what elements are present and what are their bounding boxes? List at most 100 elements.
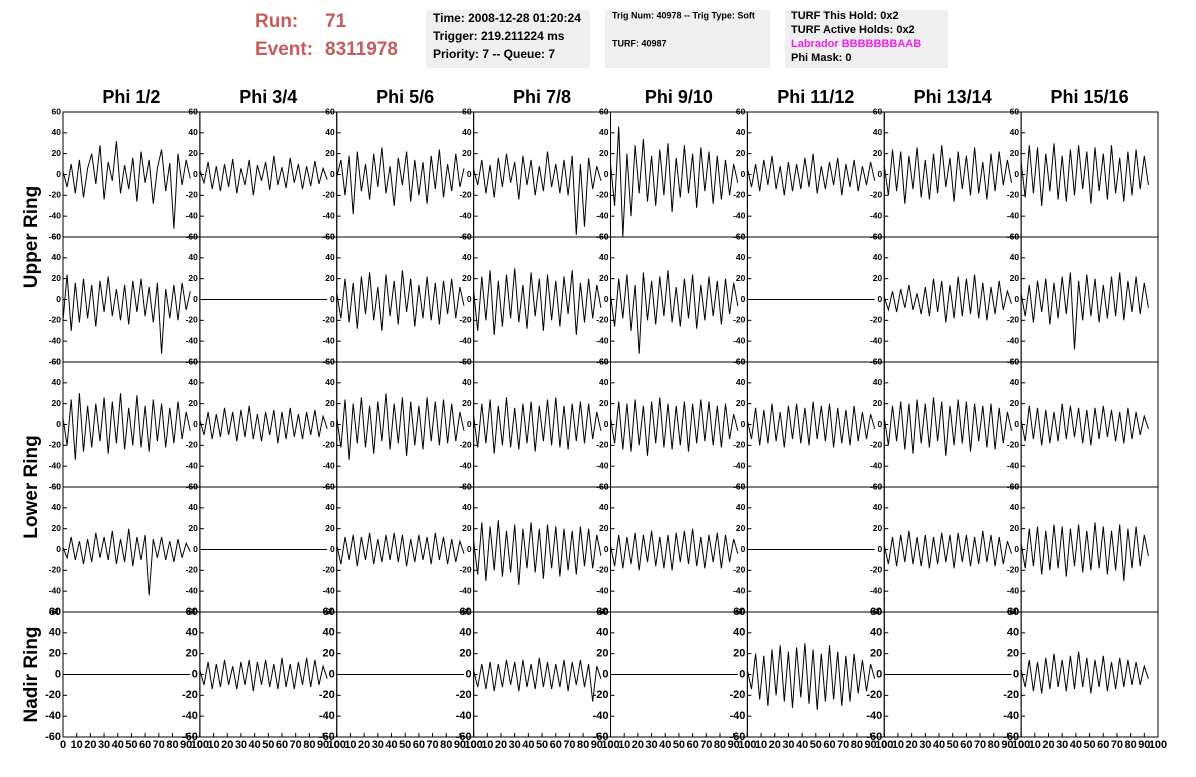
y-tick-label: 60 (599, 356, 609, 366)
y-tick-label: 40 (462, 502, 472, 512)
trig-num: Trig Num: 40978 -- Trig Type: Soft (612, 10, 755, 20)
y-tick-label: 20 (736, 148, 746, 158)
y-tick-label: -60 (596, 481, 609, 491)
waveform (610, 270, 739, 354)
y-tick-label: 20 (873, 398, 883, 408)
x-tick-label: 70 (426, 739, 438, 751)
y-tick-label: -20 (186, 315, 199, 325)
waveform (336, 393, 465, 460)
y-tick-label: 60 (462, 481, 472, 491)
trig-box (605, 10, 770, 68)
column-title: Phi 1/2 (102, 87, 160, 107)
y-tick-label: -40 (596, 585, 609, 595)
waveform (1021, 522, 1149, 581)
x-tick-label: 90 (864, 739, 876, 751)
y-tick-label: 40 (52, 502, 62, 512)
y-tick-label: 40 (873, 252, 883, 262)
y-tick-label: -60 (186, 481, 199, 491)
y-tick-label: -20 (182, 689, 198, 701)
y-tick-label: -40 (596, 210, 609, 220)
y-tick-label: 60 (736, 356, 746, 366)
waveform (747, 401, 876, 448)
y-tick-label: 0 (467, 544, 472, 554)
y-tick-label: -60 (322, 231, 335, 241)
x-tick-label: 100 (738, 739, 756, 751)
y-tick-label: 60 (188, 106, 198, 116)
y-tick-label: -40 (322, 335, 335, 345)
y-tick-label: 60 (52, 481, 62, 491)
y-tick-label: -60 (459, 231, 472, 241)
y-tick-label: -60 (459, 356, 472, 366)
panel-frame (473, 486, 611, 613)
x-tick-label: 10 (618, 739, 630, 751)
y-tick-label: 40 (1010, 377, 1020, 387)
y-tick-label: 0 (1014, 169, 1019, 179)
y-tick-label: 60 (599, 231, 609, 241)
waveform (199, 155, 328, 196)
y-tick-label: 0 (876, 668, 882, 680)
y-tick-label: 0 (56, 544, 61, 554)
y-tick-label: -20 (596, 565, 609, 575)
y-tick-label: -40 (459, 585, 472, 595)
x-tick-label: 40 (385, 739, 397, 751)
x-tick-label: 60 (687, 739, 699, 751)
run-label: Run: (255, 11, 298, 32)
x-tick-label: 70 (290, 739, 302, 751)
run-number: 71 (325, 11, 347, 32)
y-tick-label: 40 (736, 502, 746, 512)
y-tick-label: 60 (870, 606, 882, 618)
x-tick-label: 30 (1056, 739, 1068, 751)
x-tick-label: 70 (1111, 739, 1123, 751)
y-tick-label: 60 (188, 231, 198, 241)
x-tick-label: 100 (464, 739, 482, 751)
y-tick-label: 40 (1010, 252, 1020, 262)
y-tick-label: 60 (596, 606, 608, 618)
y-tick-label: 60 (1010, 356, 1020, 366)
x-tick-label: 30 (645, 739, 657, 751)
waveform (473, 268, 602, 335)
priority: Priority: 7 -- Queue: 7 (433, 47, 555, 61)
y-tick-label: 0 (1014, 294, 1019, 304)
y-tick-label: -20 (1007, 190, 1020, 200)
turf-box (785, 10, 948, 68)
y-tick-label: 60 (52, 231, 62, 241)
x-tick-label: 100 (328, 739, 346, 751)
y-tick-label: 20 (459, 648, 471, 660)
y-tick-label: -40 (870, 460, 883, 470)
x-tick-label: 0 (60, 739, 66, 751)
y-tick-label: -20 (322, 440, 335, 450)
y-tick-label: 0 (604, 294, 609, 304)
waveform (473, 151, 602, 235)
y-tick-label: 40 (733, 627, 745, 639)
x-tick-label: 30 (782, 739, 794, 751)
y-tick-label: -60 (322, 481, 335, 491)
y-tick-label: 60 (1007, 606, 1019, 618)
y-tick-label: -60 (733, 231, 746, 241)
y-tick-label: -40 (729, 710, 745, 722)
y-tick-label: 60 (733, 606, 745, 618)
y-tick-label: -60 (186, 231, 199, 241)
x-tick-label: 70 (974, 739, 986, 751)
waveform (610, 126, 739, 237)
x-tick-label: 30 (98, 739, 110, 751)
y-tick-label: -20 (45, 689, 61, 701)
y-tick-label: -60 (45, 731, 61, 743)
y-tick-label: -20 (1007, 440, 1020, 450)
y-tick-label: 60 (49, 606, 61, 618)
y-tick-label: 20 (325, 273, 335, 283)
y-tick-label: -20 (459, 190, 472, 200)
y-tick-label: 20 (49, 648, 61, 660)
y-tick-label: -40 (1007, 335, 1020, 345)
x-tick-label: 80 (714, 739, 726, 751)
y-tick-label: -40 (596, 460, 609, 470)
x-tick-label: 100 (1149, 739, 1167, 751)
y-tick-label: -20 (456, 689, 472, 701)
waveform (473, 520, 602, 585)
waveform (610, 397, 739, 456)
y-tick-label: -40 (870, 335, 883, 345)
y-tick-label: -60 (870, 481, 883, 491)
x-tick-label: 80 (166, 739, 178, 751)
x-tick-label: 0 (607, 739, 613, 751)
y-tick-label: 0 (467, 419, 472, 429)
x-tick-label: 60 (1097, 739, 1109, 751)
